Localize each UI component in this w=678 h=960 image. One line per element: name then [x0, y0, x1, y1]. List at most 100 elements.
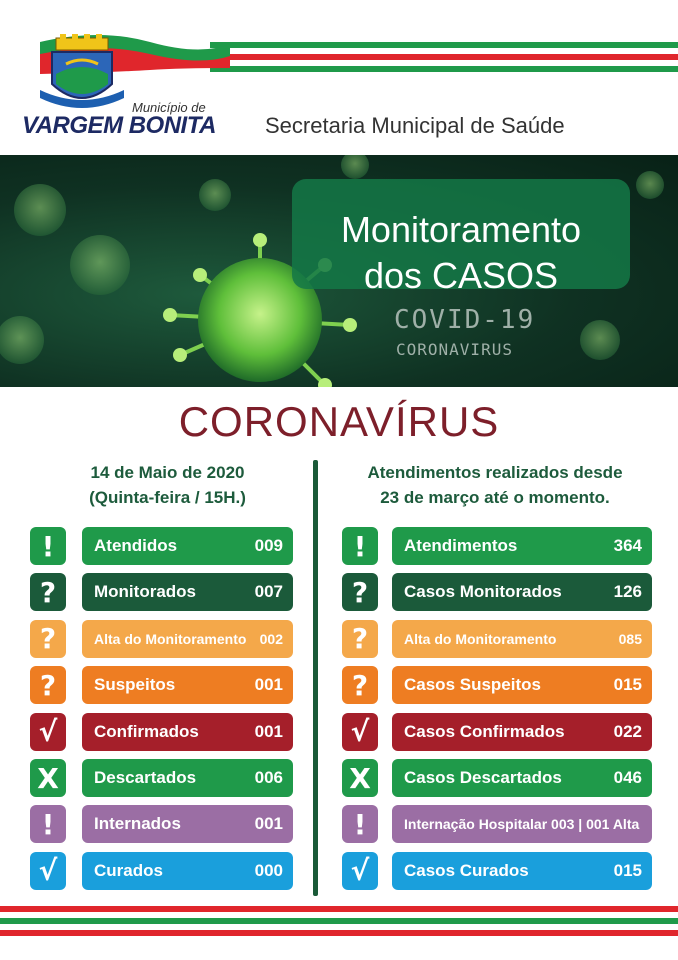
stat-label: Alta do Monitoramento	[94, 630, 247, 647]
stat-label: Atendimentos	[404, 536, 518, 555]
stat-value: 015	[613, 860, 642, 880]
stat-label: Internados	[94, 814, 181, 834]
exclamation-icon: !	[342, 527, 378, 565]
stat-value: 009	[254, 536, 283, 555]
stat-value: 000	[254, 860, 283, 880]
exclamation-icon: !	[30, 527, 66, 565]
banner-title-line2: dos CASOS	[363, 255, 559, 296]
stat-bar: Descartados 006	[82, 759, 293, 797]
stat-bar: Curados 000	[82, 851, 293, 890]
stat-bar: Casos Descartados 046	[392, 759, 652, 797]
stat-value: 001	[254, 814, 283, 834]
stat-label: Casos Monitorados	[404, 582, 562, 602]
stat-value: 364	[613, 536, 642, 555]
right-stat-row: √ Casos Confirmados 022	[0, 712, 678, 751]
right-stat-row: ? Casos Monitorados 126	[0, 573, 678, 612]
municipio-de-label: Município de	[132, 100, 206, 115]
red-stripe	[210, 54, 678, 60]
coronavirus-label: CORONAVIRUS	[396, 340, 513, 359]
crest-logo	[40, 34, 124, 108]
title-box: Monitoramento dos CASOS	[292, 179, 630, 296]
left-stat-row: √ Confirmados 001	[0, 712, 678, 751]
municipality-name: VARGEM BONITA	[22, 112, 216, 139]
exclamation-icon: !	[30, 805, 66, 844]
green-stripe	[0, 918, 678, 924]
left-stat-row: ? Alta do Monitoramento 002	[0, 619, 678, 658]
stat-label: Casos Suspeitos	[404, 675, 541, 695]
stat-label: Curados	[94, 860, 163, 880]
main-heading: CORONAVÍRUS	[178, 398, 500, 445]
question-icon: ?	[30, 666, 66, 705]
stat-label: Internação Hospitalar 003 | 001 Alta	[404, 816, 640, 833]
green-stripe	[210, 66, 678, 72]
stat-bar: Internados 001	[82, 805, 293, 844]
right-stat-row: ? Alta do Monitoramento 085	[0, 619, 678, 658]
stat-value: 002	[259, 630, 283, 647]
stat-bar: Atendidos 009	[82, 527, 293, 565]
stat-bar: Alta do Monitoramento 085	[392, 619, 652, 658]
stat-label: Casos Curados	[404, 860, 529, 880]
exclamation-icon: !	[342, 805, 378, 844]
stat-value: 006	[254, 768, 283, 787]
stat-value: 007	[254, 582, 283, 602]
left-column-heading: 14 de Maio de 2020 (Quinta-feira / 15H.)	[30, 460, 305, 510]
covid-banner: Monitoramento dos CASOS COVID-19 CORONAV…	[0, 155, 678, 387]
stat-bar: Suspeitos 001	[82, 666, 293, 705]
left-stat-row: ! Atendidos 009	[0, 527, 678, 565]
stat-label: Monitorados	[94, 582, 196, 602]
left-stat-row: ! Internados 001	[0, 805, 678, 844]
stat-value: 015	[613, 675, 642, 695]
stat-value: 046	[613, 768, 642, 787]
top-stripes	[0, 42, 678, 74]
check-icon: √	[342, 712, 378, 751]
right-stat-row: ! Internação Hospitalar 003 | 001 Alta	[0, 805, 678, 844]
right-column-heading: Atendimentos realizados desde 23 de març…	[342, 460, 648, 510]
stat-label: Suspeitos	[94, 675, 176, 695]
stat-label: Descartados	[94, 768, 197, 787]
stat-label: Casos Confirmados	[404, 721, 565, 741]
check-icon: √	[30, 851, 66, 890]
stat-value: 001	[254, 721, 283, 741]
bottom-stripes	[0, 906, 678, 938]
green-stripe	[210, 42, 678, 48]
right-stat-row: √ Casos Curados 015	[0, 851, 678, 890]
secretaria-title: Secretaria Municipal de Saúde	[265, 113, 565, 138]
stat-bar: Atendimentos 364	[392, 527, 652, 565]
covid-label: COVID-19	[394, 305, 536, 335]
stat-value: 022	[613, 721, 642, 741]
cumulative-title-line1: Atendimentos realizados desde	[367, 463, 623, 482]
column-divider	[313, 460, 318, 896]
left-stat-row: √ Curados 000	[0, 851, 678, 890]
stat-bar: Internação Hospitalar 003 | 001 Alta	[392, 805, 652, 844]
cross-icon: X	[342, 759, 378, 797]
stat-label: Confirmados	[94, 721, 199, 741]
right-stat-row: ? Casos Suspeitos 015	[0, 666, 678, 705]
left-stat-row: ? Suspeitos 001	[0, 666, 678, 705]
red-stripe	[0, 930, 678, 936]
stat-label: Atendidos	[94, 536, 178, 555]
question-icon: ?	[342, 666, 378, 705]
question-icon: ?	[30, 619, 66, 658]
stat-value: 001	[254, 675, 283, 695]
stat-value: 085	[618, 630, 642, 647]
banner-title-line1: Monitoramento	[340, 209, 582, 250]
stat-bar: Alta do Monitoramento 002	[82, 619, 293, 658]
question-icon: ?	[30, 573, 66, 612]
question-icon: ?	[342, 573, 378, 612]
stat-label: Alta do Monitoramento	[404, 630, 557, 647]
check-icon: √	[30, 712, 66, 751]
stat-value: 126	[613, 582, 642, 602]
stat-label: Casos Descartados	[404, 768, 562, 787]
report-date: 14 de Maio de 2020	[90, 463, 245, 482]
red-stripe	[0, 906, 678, 912]
cumulative-title-line2: 23 de março até o momento.	[380, 488, 610, 507]
stat-bar: Casos Curados 015	[392, 851, 652, 890]
check-icon: √	[342, 851, 378, 890]
cross-icon: X	[30, 759, 66, 797]
report-time: (Quinta-feira / 15H.)	[89, 488, 246, 507]
stat-bar: Confirmados 001	[82, 712, 293, 751]
left-stat-row: ? Monitorados 007	[0, 573, 678, 612]
stat-bar: Casos Confirmados 022	[392, 712, 652, 751]
stat-bar: Casos Suspeitos 015	[392, 666, 652, 705]
left-stat-row: X Descartados 006	[0, 759, 678, 797]
